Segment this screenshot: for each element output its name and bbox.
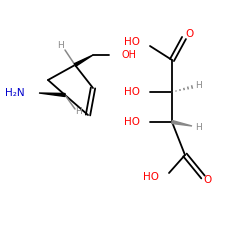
Polygon shape bbox=[172, 120, 192, 126]
Text: H: H bbox=[194, 80, 202, 90]
Text: H: H bbox=[76, 108, 82, 116]
Text: HO: HO bbox=[143, 172, 159, 182]
Text: O: O bbox=[204, 175, 212, 185]
Text: HO: HO bbox=[124, 37, 140, 47]
Polygon shape bbox=[39, 93, 65, 96]
Text: OH: OH bbox=[121, 50, 136, 60]
Text: HO: HO bbox=[124, 87, 140, 97]
Text: H: H bbox=[58, 42, 64, 50]
Text: O: O bbox=[185, 29, 193, 39]
Polygon shape bbox=[74, 55, 93, 66]
Text: H₂N: H₂N bbox=[6, 88, 25, 98]
Text: H: H bbox=[194, 124, 202, 132]
Text: HO: HO bbox=[124, 117, 140, 127]
